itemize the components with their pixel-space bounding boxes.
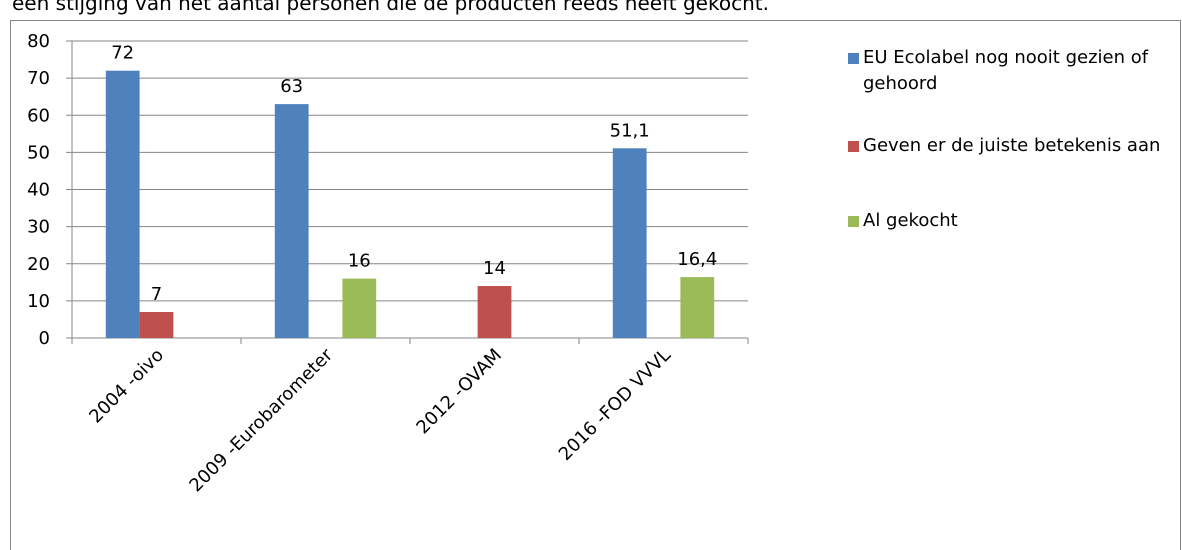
data-label: 72 [111,43,134,64]
data-label: 16 [348,251,371,272]
y-tick-label: 50 [27,142,50,163]
bar [342,278,377,338]
y-tick-label: 10 [27,291,50,312]
legend-label: Geven er de juiste betekenis aan [863,135,1161,156]
data-label: 7 [151,284,162,305]
y-tick-label: 60 [27,105,50,126]
legend-swatch [848,53,859,64]
bar [139,312,174,338]
x-tick-label: 2016 -FOD VVVL [555,345,675,465]
bar [274,104,309,338]
bar [612,148,647,338]
intro-text: een stijging van het aantal personen die… [12,0,769,15]
data-label: 63 [280,76,303,97]
legend-label: Al gekocht [863,210,958,231]
y-tick-label: 80 [27,31,50,52]
legend-entry: Geven er de juiste betekenis aan [848,133,1178,159]
bar [477,286,512,338]
x-tick-label: 2012 -OVAM [412,345,506,439]
x-tick-label: 2009 -Eurobarometer [185,344,337,496]
y-tick-label: 20 [27,254,50,275]
legend-swatch [848,216,859,227]
legend-label: EU Ecolabel nog nooit gezien of gehoord [863,47,1149,94]
data-label: 14 [483,258,506,279]
bar [680,277,715,338]
data-label: 16,4 [677,249,717,270]
y-tick-label: 30 [27,217,50,238]
x-tick-label: 2004 -oivo [85,345,168,428]
y-tick-label: 70 [27,68,50,89]
y-tick-label: 40 [27,180,50,201]
legend-entry: EU Ecolabel nog nooit gezien of gehoord [848,45,1178,97]
legend-swatch [848,141,859,152]
legend-entry: Al gekocht [848,208,1178,234]
data-label: 51,1 [610,120,650,141]
bar [105,70,140,338]
chart-border [10,20,1181,550]
y-tick-label: 0 [39,328,50,349]
